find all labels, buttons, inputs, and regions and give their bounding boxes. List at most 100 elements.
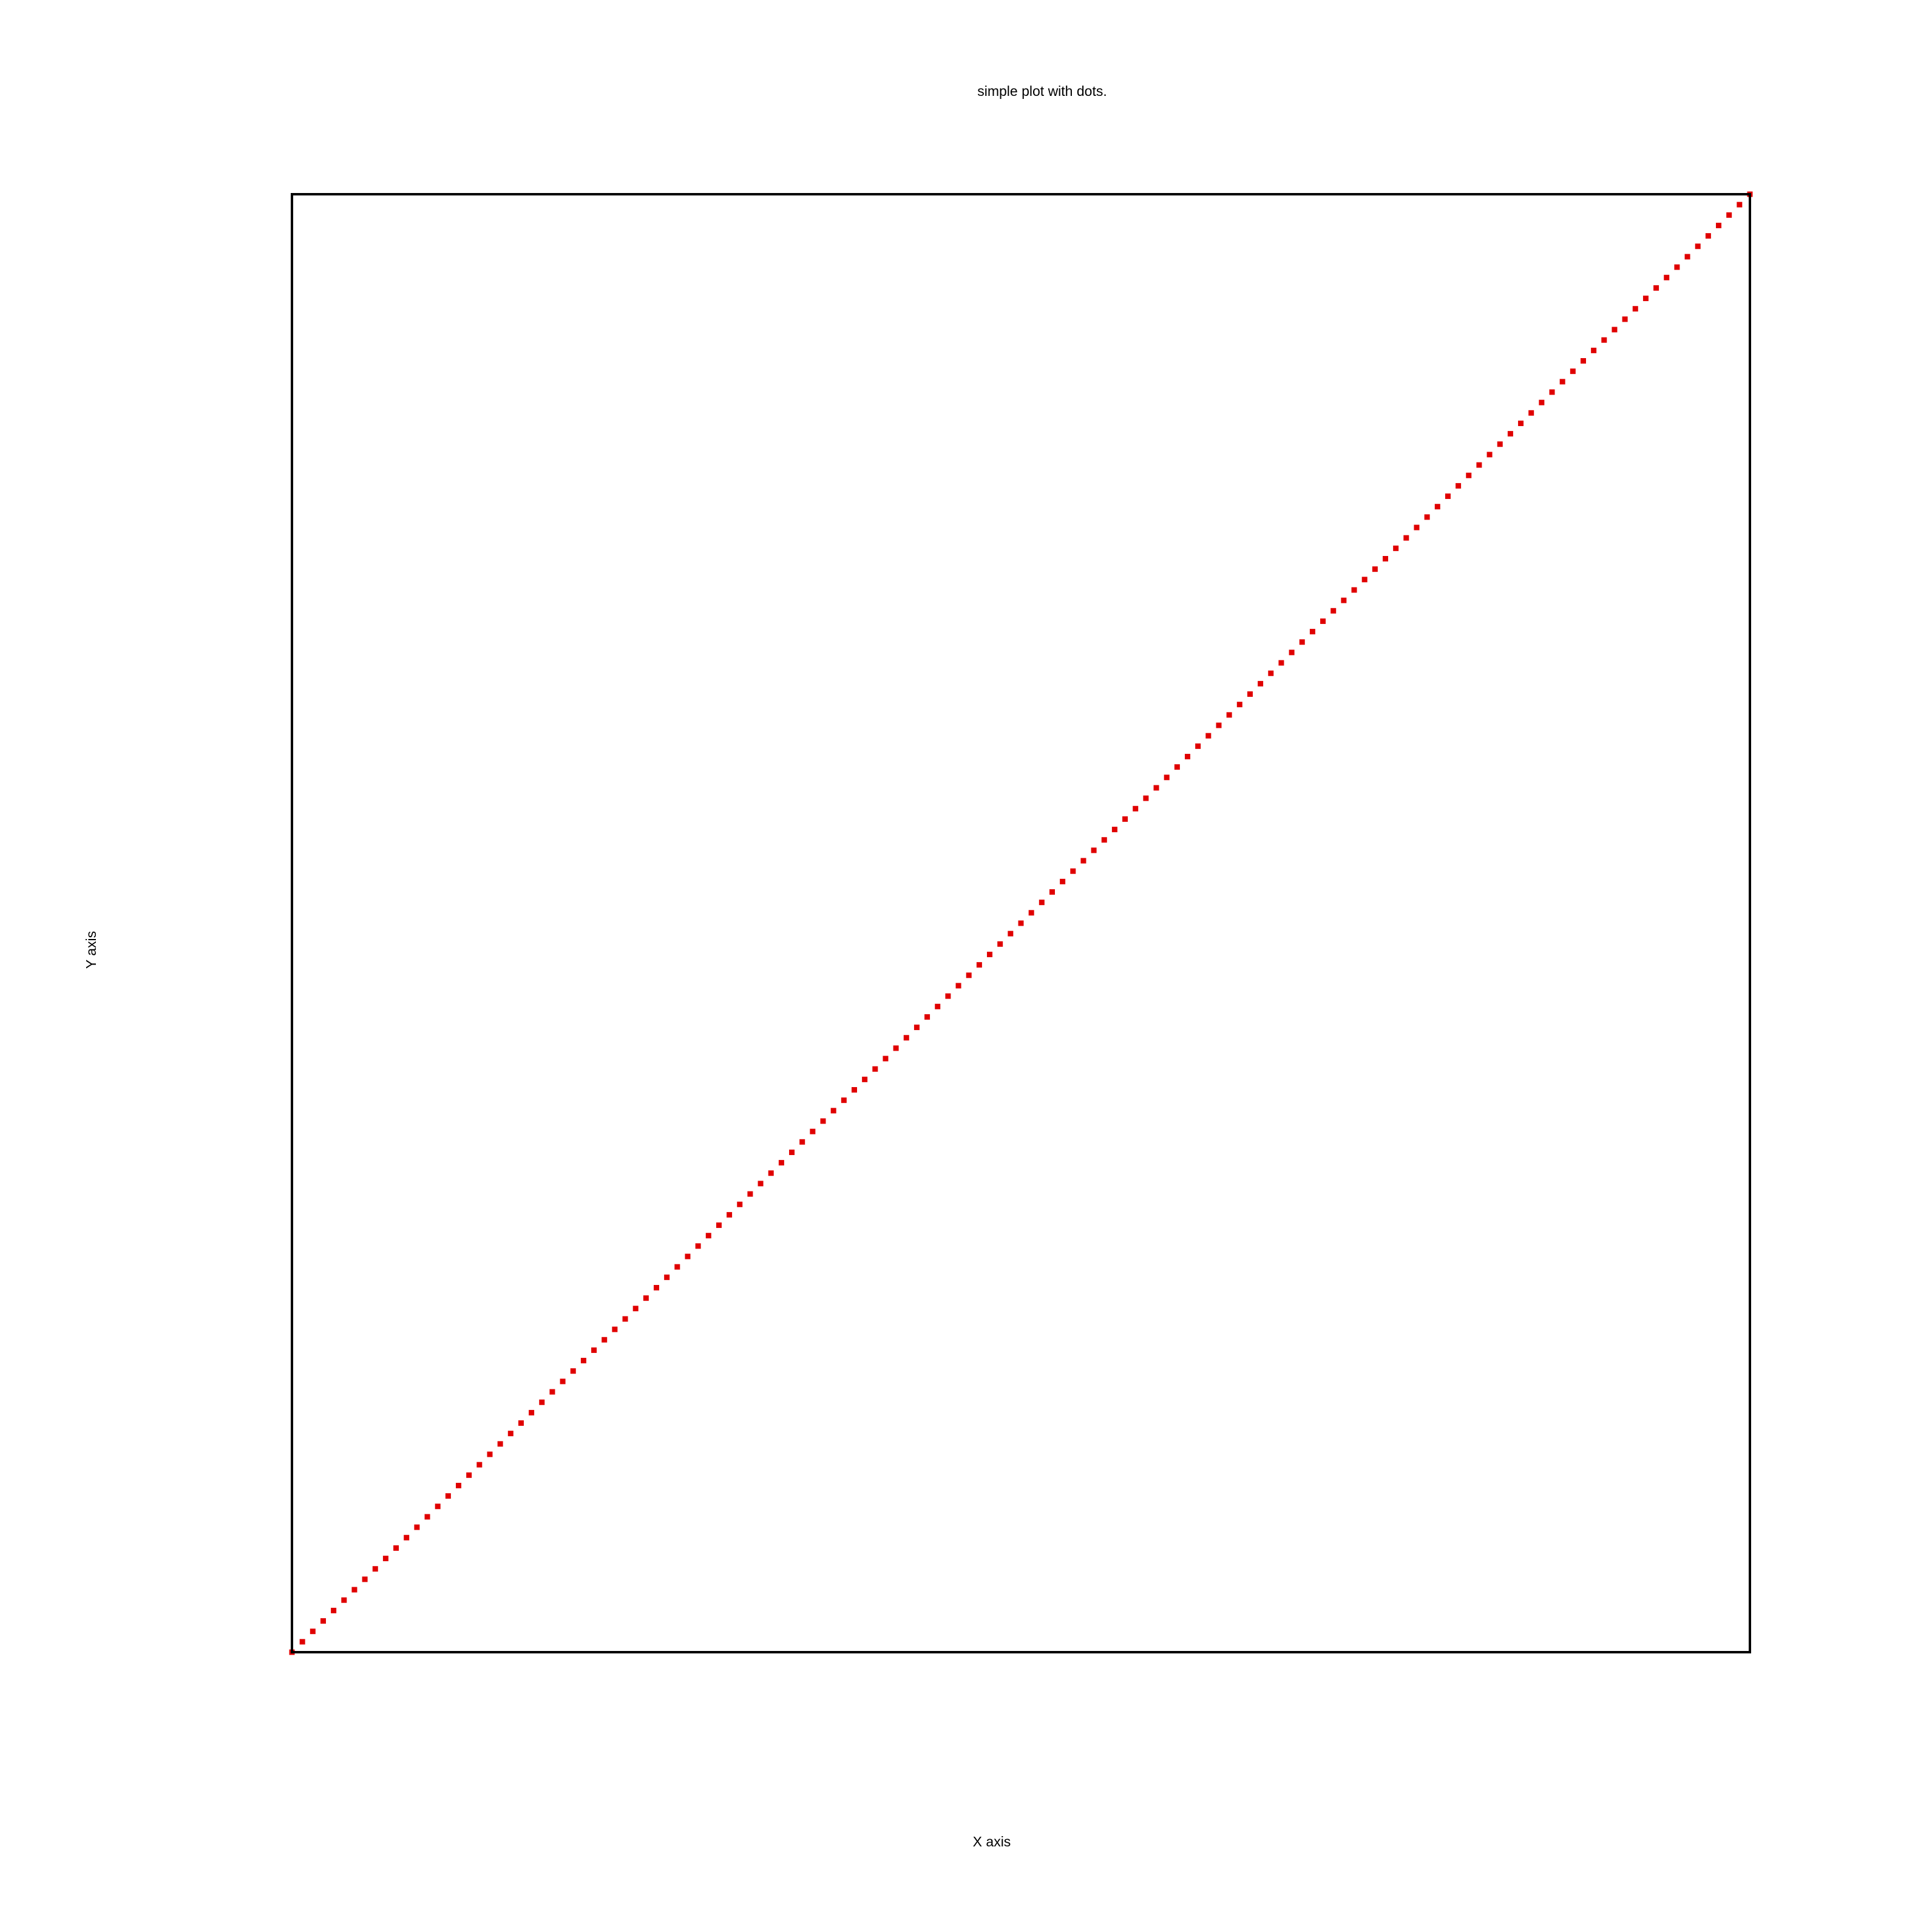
data-point: [966, 972, 972, 978]
data-point: [1737, 202, 1743, 208]
data-point: [1549, 389, 1555, 395]
data-point: [1684, 254, 1690, 260]
data-point: [1133, 805, 1139, 812]
data-point: [466, 1472, 472, 1478]
data-point: [945, 993, 951, 999]
data-point: [903, 1035, 909, 1041]
data-point: [372, 1566, 378, 1572]
data-point: [435, 1503, 441, 1510]
data-point: [320, 1618, 326, 1624]
data-point: [976, 962, 982, 968]
data-point: [737, 1201, 743, 1207]
data-point: [1185, 753, 1191, 759]
data-point: [1664, 274, 1670, 280]
data-point: [830, 1108, 836, 1114]
data-point: [1049, 889, 1055, 895]
data-point: [1497, 441, 1503, 447]
data-point: [1226, 712, 1232, 718]
data-point: [1236, 702, 1242, 708]
data-point: [602, 1337, 608, 1343]
data-point: [382, 1556, 388, 1562]
data-point: [1070, 868, 1076, 874]
data-point: [507, 1431, 514, 1437]
data-point: [1726, 212, 1732, 218]
data-point: [1476, 462, 1482, 468]
data-point: [841, 1097, 847, 1103]
data-point: [768, 1170, 774, 1176]
data-point: [1570, 368, 1576, 375]
data-point: [1247, 691, 1253, 697]
data-point: [1205, 733, 1212, 739]
data-point: [1289, 649, 1295, 656]
data-point: [539, 1399, 545, 1405]
data-point: [883, 1056, 889, 1062]
data-point: [1414, 524, 1420, 530]
data-point: [1507, 431, 1513, 437]
data-point: [622, 1316, 628, 1322]
data-point: [1361, 577, 1368, 583]
data-point: [643, 1295, 649, 1301]
data-point: [727, 1212, 733, 1218]
data-point: [362, 1576, 368, 1582]
data-point: [404, 1534, 410, 1541]
data-point: [1008, 930, 1014, 937]
data-point: [518, 1420, 524, 1426]
data-point: [580, 1358, 586, 1364]
data-point: [716, 1222, 722, 1229]
plot-frame: [291, 193, 1751, 1653]
data-point: [674, 1264, 680, 1270]
data-point: [851, 1087, 857, 1093]
data-point: [1111, 827, 1117, 833]
data-point: [1632, 306, 1638, 312]
data-point: [987, 951, 993, 957]
data-point: [1601, 337, 1607, 343]
data-point: [497, 1441, 503, 1447]
data-point: [913, 1025, 920, 1031]
data-point: [1642, 296, 1649, 302]
data-point: [1122, 816, 1128, 822]
chart-title: simple plot with dots.: [977, 83, 1107, 99]
data-point: [560, 1378, 566, 1385]
data-point: [1622, 316, 1628, 322]
data-point: [310, 1629, 316, 1635]
data-point: [456, 1482, 462, 1488]
data-point: [664, 1274, 670, 1280]
data-point: [1330, 608, 1337, 614]
data-point: [758, 1181, 764, 1187]
data-point: [1309, 629, 1315, 635]
data-point: [997, 941, 1003, 947]
data-point: [1393, 545, 1399, 551]
data-point: [1164, 774, 1170, 781]
data-point: [1341, 597, 1347, 603]
data-point: [1518, 420, 1524, 426]
data-point: [1268, 670, 1274, 676]
data-point: [591, 1347, 597, 1353]
data-point: [1216, 722, 1222, 728]
data-point: [1018, 920, 1024, 926]
y-axis-label: Y axis: [83, 931, 99, 969]
data-point: [393, 1545, 399, 1551]
data-point: [1716, 222, 1722, 228]
data-point: [1383, 556, 1388, 561]
data-point: [654, 1285, 659, 1290]
data-point: [935, 1003, 941, 1009]
data-point: [1080, 858, 1086, 864]
data-point: [299, 1639, 305, 1645]
data-point: [612, 1326, 618, 1332]
data-point: [1424, 514, 1430, 520]
data-point: [1456, 483, 1462, 489]
data-point: [549, 1389, 555, 1395]
data-point: [747, 1191, 753, 1197]
data-point: [331, 1607, 337, 1613]
data-point: [1466, 472, 1472, 478]
data-point: [1174, 764, 1180, 770]
data-point: [872, 1066, 878, 1072]
data-point: [1153, 785, 1159, 791]
x-axis-label: X axis: [973, 1834, 1011, 1849]
data-point: [1434, 504, 1440, 510]
data-point: [341, 1597, 347, 1603]
data-point: [1528, 410, 1534, 416]
data-point: [1143, 795, 1149, 801]
data-point: [632, 1306, 639, 1312]
